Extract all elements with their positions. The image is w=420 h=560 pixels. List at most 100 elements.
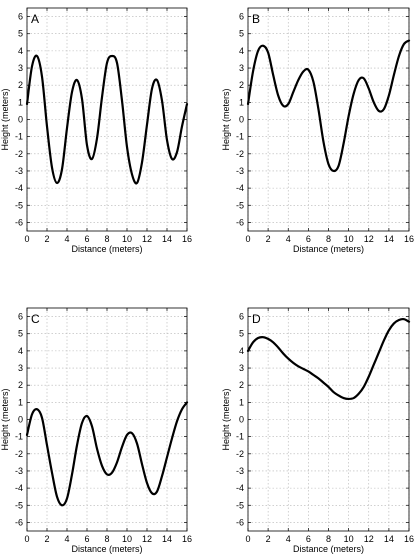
x-tick-label: 2 <box>266 534 271 544</box>
y-tick-label: 3 <box>239 63 244 73</box>
y-axis-label: Height (meters) <box>221 88 231 150</box>
y-tick-label: 6 <box>239 312 244 322</box>
y-axis-label: Height (meters) <box>0 88 10 150</box>
y-tick-label: -4 <box>15 183 23 193</box>
x-tick-label: 14 <box>162 534 172 544</box>
x-tick-label: 16 <box>182 534 192 544</box>
x-tick-label: 10 <box>122 534 132 544</box>
panel-label: D <box>252 312 261 326</box>
y-tick-label: 1 <box>18 97 23 107</box>
x-tick-label: 14 <box>384 534 394 544</box>
y-tick-label: 6 <box>18 312 23 322</box>
y-tick-label: -1 <box>15 132 23 142</box>
x-tick-label: 8 <box>104 534 109 544</box>
x-tick-label: 0 <box>245 534 250 544</box>
y-axis-label: Height (meters) <box>0 388 10 450</box>
series-line-0 <box>25 401 189 507</box>
y-tick-label: -5 <box>15 200 23 210</box>
x-tick-label: 16 <box>404 234 414 244</box>
y-tick-label: -1 <box>236 432 244 442</box>
x-axis-label: Distance (meters) <box>293 244 364 254</box>
y-tick-label: -2 <box>15 149 23 159</box>
y-tick-label: -2 <box>15 449 23 459</box>
panel-label: C <box>31 312 40 326</box>
x-axis-label: Distance (meters) <box>71 544 142 554</box>
y-tick-label: 5 <box>239 29 244 39</box>
y-tick-label: -1 <box>15 432 23 442</box>
x-axis-label: Distance (meters) <box>293 544 364 554</box>
y-tick-label: -6 <box>236 517 244 527</box>
y-tick-label: 6 <box>18 12 23 22</box>
y-tick-label: -5 <box>15 500 23 510</box>
x-tick-label: 12 <box>364 534 374 544</box>
y-tick-label: 3 <box>18 363 23 373</box>
series-line-0 <box>246 317 411 401</box>
y-tick-label: 3 <box>18 63 23 73</box>
y-tick-label: -6 <box>15 517 23 527</box>
x-tick-label: 14 <box>384 234 394 244</box>
x-tick-label: 8 <box>326 534 331 544</box>
x-tick-label: 8 <box>326 234 331 244</box>
y-tick-label: 0 <box>239 415 244 425</box>
y-tick-label: -3 <box>15 166 23 176</box>
x-tick-label: 12 <box>142 534 152 544</box>
x-tick-label: 8 <box>104 234 109 244</box>
x-tick-label: 16 <box>182 234 192 244</box>
y-tick-label: 5 <box>18 29 23 39</box>
y-tick-label: 2 <box>18 80 23 90</box>
y-tick-label: 4 <box>239 346 244 356</box>
y-tick-label: 0 <box>18 415 23 425</box>
y-tick-label: 4 <box>239 46 244 56</box>
y-tick-label: 1 <box>239 97 244 107</box>
x-tick-label: 12 <box>364 234 374 244</box>
x-tick-label: 0 <box>24 534 29 544</box>
y-tick-label: -1 <box>236 132 244 142</box>
x-tick-label: 6 <box>306 534 311 544</box>
y-tick-label: 2 <box>239 380 244 390</box>
x-tick-label: 6 <box>84 534 89 544</box>
x-tick-label: 0 <box>245 234 250 244</box>
x-tick-label: 4 <box>286 534 291 544</box>
y-tick-label: 2 <box>239 80 244 90</box>
x-tick-label: 4 <box>64 234 69 244</box>
x-tick-label: 12 <box>142 234 152 244</box>
y-tick-label: 4 <box>18 46 23 56</box>
panel-label: A <box>31 12 39 26</box>
x-tick-label: 10 <box>344 534 354 544</box>
y-tick-label: -4 <box>236 183 244 193</box>
y-tick-label: -2 <box>236 149 244 159</box>
y-tick-label: 0 <box>18 115 23 125</box>
y-tick-label: 0 <box>239 115 244 125</box>
chart-panel-c: 0 2 4 6 8 10 12 14 16-6-5-4-3-2-10123456Distance… <box>0 307 192 554</box>
x-tick-label: 14 <box>162 234 172 244</box>
y-tick-label: 5 <box>239 329 244 339</box>
x-tick-label: 0 <box>24 234 29 244</box>
y-tick-label: 5 <box>18 329 23 339</box>
y-tick-label: 2 <box>18 380 23 390</box>
y-tick-label: -2 <box>236 449 244 459</box>
y-tick-label: -4 <box>15 483 23 493</box>
y-tick-label: 3 <box>239 363 244 373</box>
chart-panel-a: 0 2 4 6 8 10 12 14 16-6-5-4-3-2-10123456Distance… <box>0 7 192 254</box>
panel-label: B <box>252 12 260 26</box>
y-tick-label: -3 <box>236 166 244 176</box>
y-tick-label: 1 <box>239 397 244 407</box>
y-tick-label: 6 <box>239 12 244 22</box>
x-tick-label: 4 <box>286 234 291 244</box>
chart-panel-b: 0 2 4 6 8 10 12 14 16-6-5-4-3-2-10123456Distance… <box>221 7 414 254</box>
y-tick-label: -6 <box>15 217 23 227</box>
x-tick-label: 16 <box>404 534 414 544</box>
x-tick-label: 10 <box>122 234 132 244</box>
y-tick-label: 4 <box>18 346 23 356</box>
x-tick-label: 2 <box>44 234 49 244</box>
x-tick-label: 6 <box>84 234 89 244</box>
y-tick-label: -6 <box>236 217 244 227</box>
y-tick-label: -5 <box>236 200 244 210</box>
y-tick-label: 1 <box>18 397 23 407</box>
y-tick-label: -3 <box>15 466 23 476</box>
x-tick-label: 6 <box>306 234 311 244</box>
chart-panel-d: 0 2 4 6 8 10 12 14 16-6-5-4-3-2-10123456Distance… <box>221 307 414 554</box>
y-tick-label: -5 <box>236 500 244 510</box>
y-tick-label: -4 <box>236 483 244 493</box>
